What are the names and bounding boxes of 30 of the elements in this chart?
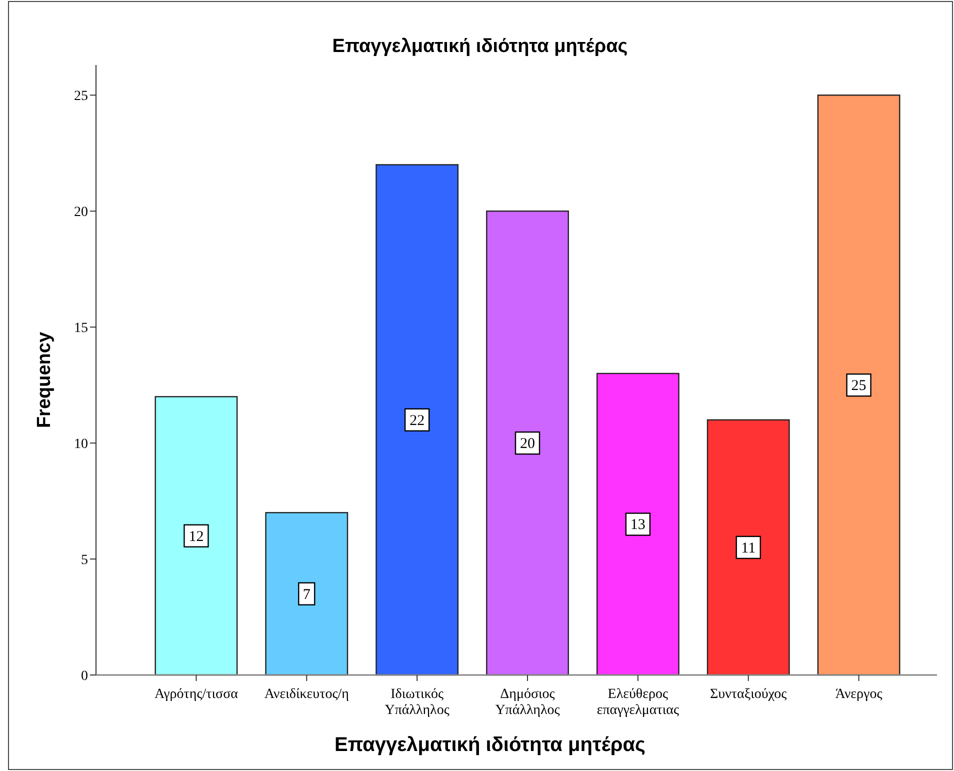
x-tick-label: Ελεύθερος επαγγελματιας — [596, 687, 680, 718]
bar — [265, 512, 348, 676]
data-label: 12 — [188, 528, 204, 545]
y-tick-label: 5 — [81, 553, 88, 568]
bar — [817, 94, 900, 676]
bar — [596, 372, 680, 676]
chart-title: Επαγγελματική ιδιότητα μητέρας — [332, 36, 628, 57]
bar — [154, 396, 238, 676]
data-label: 20 — [520, 436, 535, 452]
x-tick-label: Άνεργος — [835, 687, 883, 702]
x-tick-label: Ανειδίκευτος/η — [264, 687, 349, 702]
y-tick-label: 20 — [74, 205, 88, 220]
x-tick-label: Δημόσιος Υπάλληλος — [495, 687, 560, 718]
x-tick-label: Ιδιωτικός Υπάλληλος — [384, 687, 450, 718]
y-tick-label: 10 — [74, 437, 88, 452]
y-tick-label: 25 — [74, 89, 88, 104]
y-tick-label: 15 — [74, 321, 88, 336]
bar — [486, 210, 569, 676]
x-tick-label: Αγρότης/τισσα — [154, 687, 239, 702]
bar — [706, 419, 790, 676]
data-label: 11 — [741, 540, 756, 556]
bar — [376, 164, 459, 676]
x-axis-title: Επαγγελματική ιδιότητα μητέρας — [334, 734, 646, 756]
data-label: 22 — [410, 412, 425, 429]
data-label: 7 — [302, 586, 311, 603]
y-axis-title: Frequency — [34, 332, 55, 428]
x-tick-label: Συνταξιούχος — [710, 687, 788, 702]
data-label: 13 — [630, 517, 646, 534]
y-tick-label: 0 — [81, 669, 88, 684]
data-label: 25 — [851, 378, 866, 394]
